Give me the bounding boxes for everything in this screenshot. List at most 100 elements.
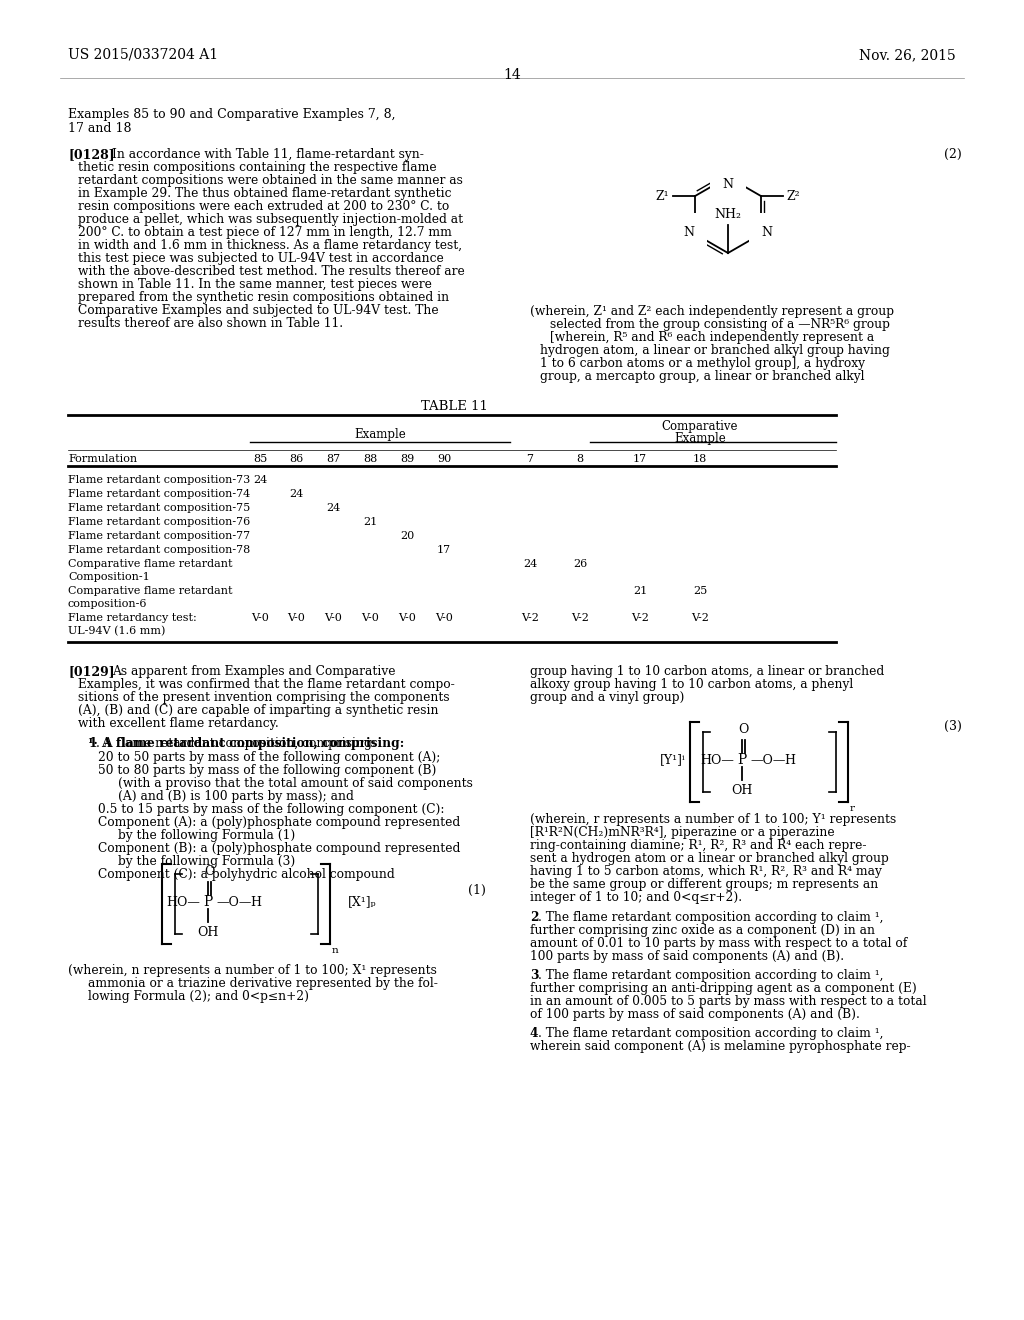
Text: 26: 26	[572, 558, 587, 569]
Text: [wherein, R⁵ and R⁶ each independently represent a: [wherein, R⁵ and R⁶ each independently r…	[550, 331, 874, 345]
Text: in Example 29. The thus obtained flame-retardant synthetic: in Example 29. The thus obtained flame-r…	[78, 187, 452, 201]
Text: Component (C): a polyhydric alcohol compound: Component (C): a polyhydric alcohol comp…	[98, 869, 394, 880]
Text: 25: 25	[693, 586, 708, 597]
Text: Examples 85 to 90 and Comparative Examples 7, 8,: Examples 85 to 90 and Comparative Exampl…	[68, 108, 395, 121]
Text: Flame retardant composition-77: Flame retardant composition-77	[68, 531, 250, 541]
Text: P: P	[204, 895, 213, 909]
Text: Examples, it was confirmed that the flame retardant compo-: Examples, it was confirmed that the flam…	[78, 678, 455, 690]
Text: 24: 24	[523, 558, 538, 569]
Text: retardant compositions were obtained in the same manner as: retardant compositions were obtained in …	[78, 174, 463, 187]
Text: V-2: V-2	[571, 612, 589, 623]
Text: P: P	[737, 752, 746, 767]
Text: OH: OH	[198, 927, 219, 939]
Text: Comparative flame retardant: Comparative flame retardant	[68, 558, 232, 569]
Text: O: O	[738, 723, 749, 737]
Text: (A), (B) and (C) are capable of imparting a synthetic resin: (A), (B) and (C) are capable of impartin…	[78, 704, 438, 717]
Text: 21: 21	[633, 586, 647, 597]
Text: 88: 88	[362, 454, 377, 465]
Text: 17: 17	[437, 545, 451, 554]
Text: V-0: V-0	[435, 612, 453, 623]
Text: 89: 89	[400, 454, 414, 465]
Text: [R¹R²N(CH₂)mNR³R⁴], piperazine or a piperazine: [R¹R²N(CH₂)mNR³R⁴], piperazine or a pipe…	[530, 826, 835, 840]
Text: 86: 86	[289, 454, 303, 465]
Text: in an amount of 0.005 to 5 parts by mass with respect to a total: in an amount of 0.005 to 5 parts by mass…	[530, 995, 927, 1008]
Text: group having 1 to 10 carbon atoms, a linear or branched: group having 1 to 10 carbon atoms, a lin…	[530, 665, 885, 678]
Text: be the same group or different groups; m represents an: be the same group or different groups; m…	[530, 878, 879, 891]
Text: alkoxy group having 1 to 10 carbon atoms, a phenyl: alkoxy group having 1 to 10 carbon atoms…	[530, 678, 853, 690]
Text: V-0: V-0	[324, 612, 342, 623]
Text: . The flame retardant composition according to claim ¹,: . The flame retardant composition accord…	[538, 911, 884, 924]
Text: V-0: V-0	[398, 612, 416, 623]
Text: 100 parts by mass of said components (A) and (B).: 100 parts by mass of said components (A)…	[530, 950, 844, 964]
Text: N: N	[762, 226, 772, 239]
Text: produce a pellet, which was subsequently injection-molded at: produce a pellet, which was subsequently…	[78, 213, 463, 226]
Text: ring-containing diamine; R¹, R², R³ and R⁴ each repre-: ring-containing diamine; R¹, R², R³ and …	[530, 840, 866, 851]
Text: As apparent from Examples and Comparative: As apparent from Examples and Comparativ…	[112, 665, 395, 678]
Text: V-0: V-0	[251, 612, 269, 623]
Text: Comparative flame retardant: Comparative flame retardant	[68, 586, 232, 597]
Text: V-0: V-0	[361, 612, 379, 623]
Text: (3): (3)	[944, 719, 962, 733]
Text: amount of 0.01 to 10 parts by mass with respect to a total of: amount of 0.01 to 10 parts by mass with …	[530, 937, 907, 950]
Text: 17 and 18: 17 and 18	[68, 121, 131, 135]
Text: —O—: —O—	[216, 895, 251, 908]
Text: In accordance with Table 11, flame-retardant syn-: In accordance with Table 11, flame-retar…	[112, 148, 424, 161]
Text: OH: OH	[731, 784, 753, 797]
Text: this test piece was subjected to UL-94V test in accordance: this test piece was subjected to UL-94V …	[78, 252, 443, 265]
Text: H: H	[250, 895, 261, 908]
Text: Comparative Examples and subjected to UL-94V test. The: Comparative Examples and subjected to UL…	[78, 304, 438, 317]
Text: shown in Table 11. In the same manner, test pieces were: shown in Table 11. In the same manner, t…	[78, 279, 432, 290]
Text: Composition-1: Composition-1	[68, 572, 150, 582]
Text: composition-6: composition-6	[68, 599, 147, 609]
Text: 8: 8	[577, 454, 584, 465]
Text: by the following Formula (3): by the following Formula (3)	[118, 855, 295, 869]
Text: of 100 parts by mass of said components (A) and (B).: of 100 parts by mass of said components …	[530, 1008, 860, 1020]
Text: 24: 24	[289, 488, 303, 499]
Text: Flame retardant composition-74: Flame retardant composition-74	[68, 488, 250, 499]
Text: further comprising an anti-dripping agent as a component (E): further comprising an anti-dripping agen…	[530, 982, 916, 995]
Text: V-2: V-2	[691, 612, 709, 623]
Text: Example: Example	[674, 432, 726, 445]
Text: 24: 24	[326, 503, 340, 513]
Text: Flame retardant composition-78: Flame retardant composition-78	[68, 545, 250, 554]
Text: 85: 85	[253, 454, 267, 465]
Text: . The flame retardant composition according to claim ¹,: . The flame retardant composition accord…	[538, 969, 884, 982]
Text: wherein said component (A) is melamine pyrophosphate rep-: wherein said component (A) is melamine p…	[530, 1040, 910, 1053]
Text: 87: 87	[326, 454, 340, 465]
Text: prepared from the synthetic resin compositions obtained in: prepared from the synthetic resin compos…	[78, 290, 450, 304]
Text: N: N	[723, 178, 733, 191]
Text: [0128]: [0128]	[68, 148, 115, 161]
Text: 17: 17	[633, 454, 647, 465]
Text: 90: 90	[437, 454, 452, 465]
Text: 0.5 to 15 parts by mass of the following component (C):: 0.5 to 15 parts by mass of the following…	[98, 803, 444, 816]
Text: by the following Formula (1): by the following Formula (1)	[118, 829, 295, 842]
Text: Flame retardancy test:: Flame retardancy test:	[68, 612, 197, 623]
Text: 50 to 80 parts by mass of the following component (B): 50 to 80 parts by mass of the following …	[98, 764, 436, 777]
Text: NH₂: NH₂	[715, 209, 741, 220]
Text: with the above-described test method. The results thereof are: with the above-described test method. Th…	[78, 265, 465, 279]
Text: results thereof are also shown in Table 11.: results thereof are also shown in Table …	[78, 317, 343, 330]
Text: (2): (2)	[944, 148, 962, 161]
Text: TABLE 11: TABLE 11	[421, 400, 487, 413]
Text: (A) and (B) is 100 parts by mass); and: (A) and (B) is 100 parts by mass); and	[118, 789, 354, 803]
Text: 21: 21	[362, 517, 377, 527]
Text: N: N	[684, 226, 694, 239]
Text: Flame retardant composition-76: Flame retardant composition-76	[68, 517, 250, 527]
Text: n: n	[332, 946, 339, 954]
Text: (wherein, Z¹ and Z² each independently represent a group: (wherein, Z¹ and Z² each independently r…	[530, 305, 894, 318]
Text: Z¹: Z¹	[655, 190, 669, 202]
Text: . The flame retardant composition according to claim ¹,: . The flame retardant composition accord…	[538, 1027, 884, 1040]
Text: 7: 7	[526, 454, 534, 465]
Text: Formulation: Formulation	[68, 454, 137, 465]
Text: (wherein, n represents a number of 1 to 100; X¹ represents: (wherein, n represents a number of 1 to …	[68, 964, 437, 977]
Text: (1): (1)	[468, 884, 485, 898]
Text: [X¹]ₚ: [X¹]ₚ	[348, 895, 377, 908]
Text: V-2: V-2	[631, 612, 649, 623]
Text: HO—: HO—	[166, 895, 200, 908]
Text: thetic resin compositions containing the respective flame: thetic resin compositions containing the…	[78, 161, 436, 174]
Text: 1 to 6 carbon atoms or a methylol group], a hydroxy: 1 to 6 carbon atoms or a methylol group]…	[540, 356, 865, 370]
Text: HO—: HO—	[700, 754, 734, 767]
Text: Flame retardant composition-73: Flame retardant composition-73	[68, 475, 250, 484]
Text: group, a mercapto group, a linear or branched alkyl: group, a mercapto group, a linear or bra…	[540, 370, 864, 383]
Text: 14: 14	[503, 69, 521, 82]
